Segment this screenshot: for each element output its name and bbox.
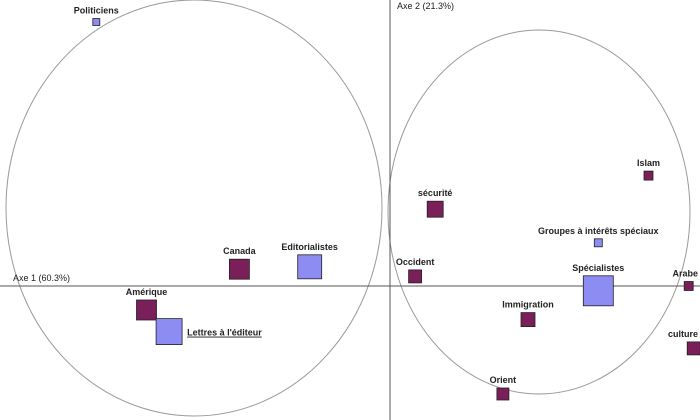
- point-label-1-4: Spécialistes: [572, 263, 624, 273]
- point-marker-0-3: [643, 170, 654, 181]
- point-label-0-8: culture: [668, 329, 698, 339]
- point-marker-1-2: [155, 318, 183, 346]
- data-points: Canada Amérique sécurité Islam Occident Immig…: [74, 6, 700, 401]
- y-axis-label: Axe 2 (21.3%): [397, 1, 454, 11]
- point-label-1-1: Editorialistes: [281, 242, 338, 252]
- point-marker-0-1: [136, 299, 157, 321]
- point-label-0-2: sécurité: [418, 188, 453, 198]
- point-label-0-6: Orient: [490, 375, 517, 385]
- point-marker-0-8: [686, 341, 700, 356]
- point-marker-0-5: [520, 312, 536, 328]
- point-label-0-5: Immigration: [502, 300, 554, 310]
- point-marker-0-0: [228, 258, 250, 280]
- point-marker-1-4: [582, 275, 614, 307]
- point-marker-0-6: [496, 387, 510, 401]
- x-axis-label: Axe 1 (60.3%): [13, 273, 70, 283]
- point-marker-0-2: [426, 200, 444, 218]
- point-marker-1-0: [92, 18, 101, 26]
- left-cluster-ellipse: [5, 0, 383, 417]
- point-label-1-0: Politiciens: [74, 6, 119, 16]
- point-marker-1-1: [297, 254, 323, 280]
- point-marker-1-3: [593, 238, 603, 248]
- right-cluster-ellipse: [387, 29, 691, 395]
- point-marker-0-4: [408, 269, 423, 284]
- point-label-1-3: Groupes à intérêts spéciaux: [538, 226, 659, 236]
- point-label-0-3: Islam: [637, 158, 660, 168]
- point-label-0-1: Amérique: [126, 287, 168, 297]
- point-marker-0-7: [683, 281, 694, 291]
- point-label-0-0: Canada: [223, 246, 257, 256]
- point-label-1-2: Lettres à l'éditeur: [187, 328, 262, 338]
- point-label-0-7: Arabe: [672, 269, 698, 279]
- point-label-0-4: Occident: [396, 257, 435, 267]
